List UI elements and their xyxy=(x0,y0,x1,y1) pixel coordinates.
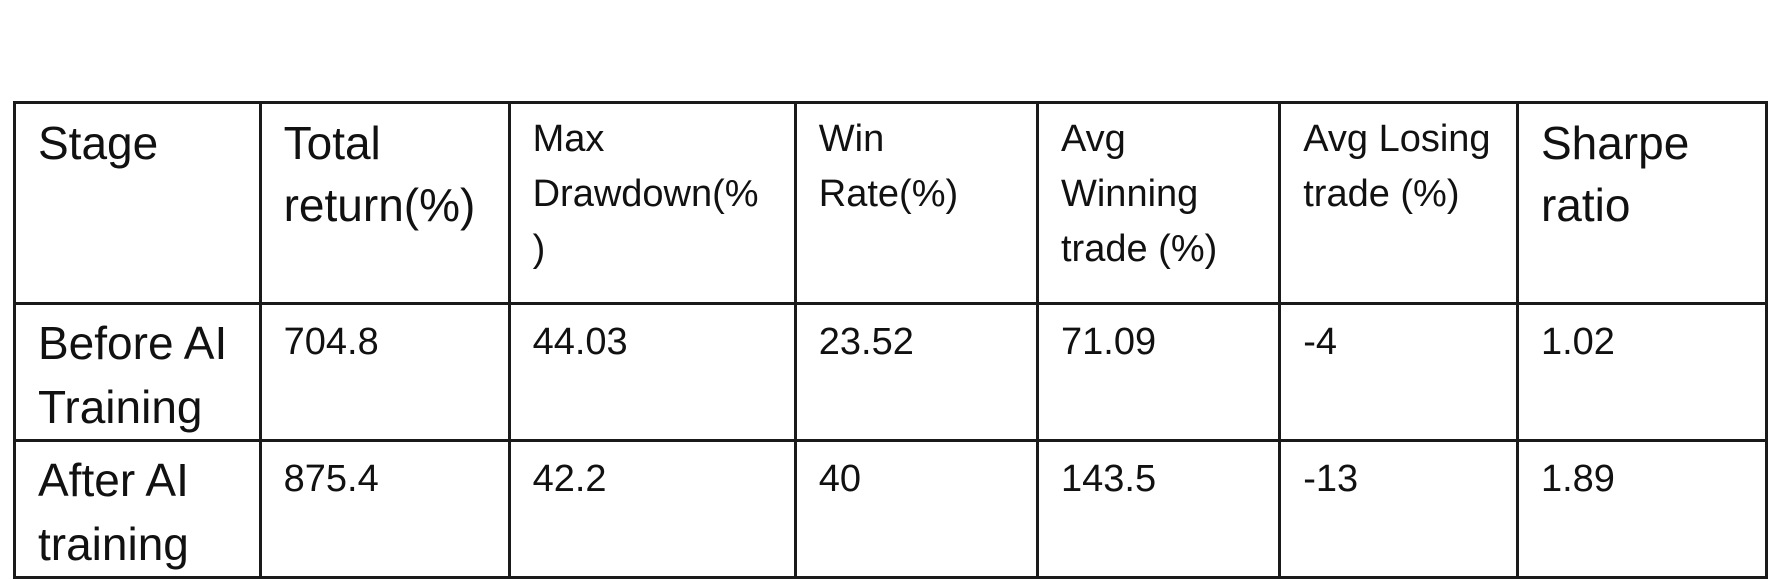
cell-max-drawdown: 44.03 xyxy=(507,302,797,442)
header-max-drawdown: Max Drawdown(% ) xyxy=(507,101,797,305)
table-header-row: Stage Total return(%) Max Drawdown(% ) W… xyxy=(13,101,1769,305)
cell-stage: After AI training xyxy=(13,439,262,579)
header-total-return: Total return(%) xyxy=(258,101,511,305)
header-stage: Stage xyxy=(13,101,262,305)
cell-win-rate: 40 xyxy=(793,439,1040,579)
cell-stage: Before AI Training xyxy=(13,302,262,442)
header-sharpe-ratio: Sharpe ratio xyxy=(1515,101,1769,305)
header-win-rate: Win Rate(%) xyxy=(793,101,1040,305)
header-avg-winning-trade: Avg Winning trade (%) xyxy=(1035,101,1282,305)
table-row: After AI training 875.4 42.2 40 143.5 -1… xyxy=(13,439,1769,579)
cell-avg-winning-trade: 143.5 xyxy=(1035,439,1282,579)
cell-avg-losing-trade: -13 xyxy=(1278,439,1519,579)
cell-total-return: 704.8 xyxy=(258,302,511,442)
cell-win-rate: 23.52 xyxy=(793,302,1040,442)
table-row: Before AI Training 704.8 44.03 23.52 71.… xyxy=(13,302,1769,442)
header-avg-losing-trade: Avg Losing trade (%) xyxy=(1278,101,1519,305)
cell-max-drawdown: 42.2 xyxy=(507,439,797,579)
results-table: Stage Total return(%) Max Drawdown(% ) W… xyxy=(13,101,1769,579)
cell-sharpe-ratio: 1.89 xyxy=(1515,439,1769,579)
cell-avg-winning-trade: 71.09 xyxy=(1035,302,1282,442)
cell-sharpe-ratio: 1.02 xyxy=(1515,302,1769,442)
cell-avg-losing-trade: -4 xyxy=(1278,302,1519,442)
cell-total-return: 875.4 xyxy=(258,439,511,579)
